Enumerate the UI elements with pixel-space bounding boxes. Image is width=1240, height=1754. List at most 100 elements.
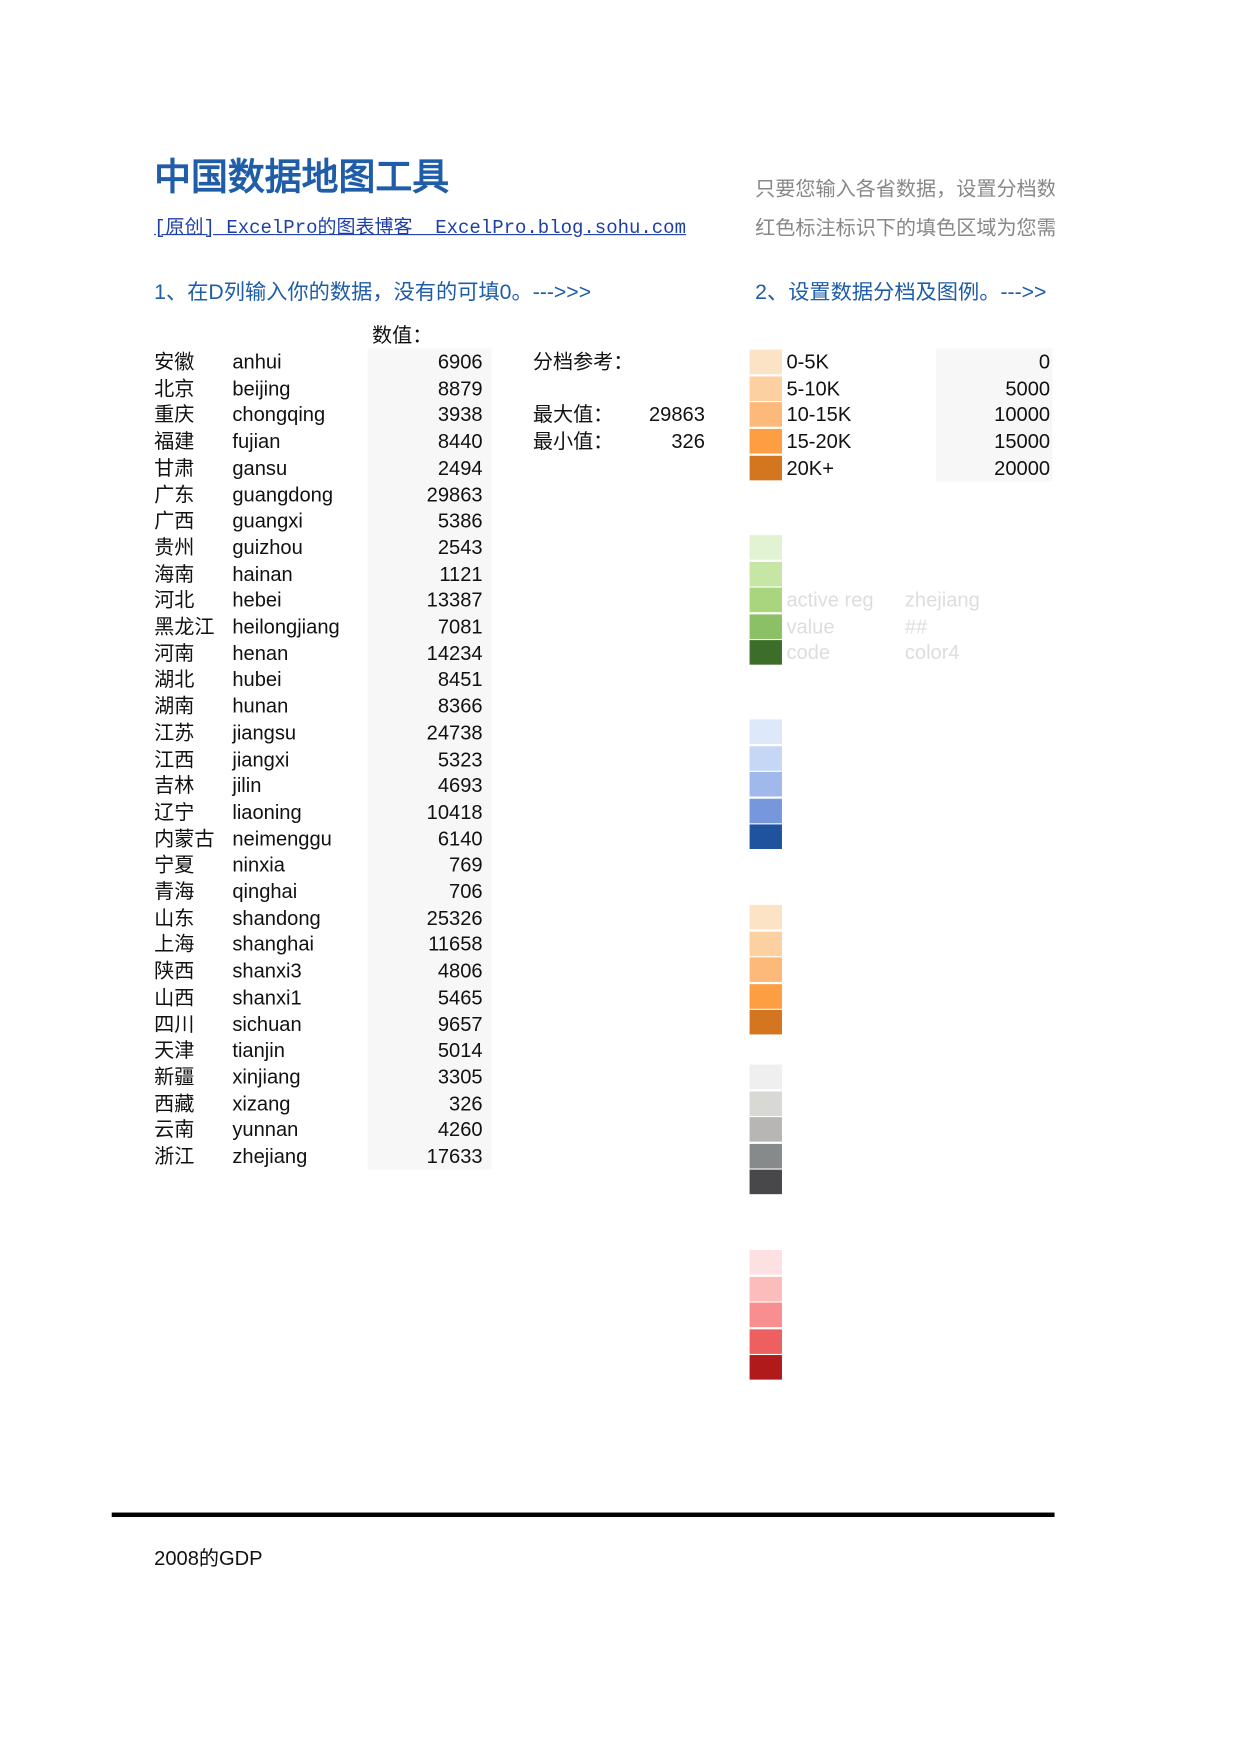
province-cn: 山东 xyxy=(154,906,195,930)
max-label: 最大值： xyxy=(532,403,614,426)
province-cn: 黑龙江 xyxy=(154,615,215,638)
province-cn: 北京 xyxy=(154,377,195,400)
province-en: shanxi3 xyxy=(232,959,302,983)
province-cn: 海南 xyxy=(154,562,195,585)
legend-threshold: 0 xyxy=(1038,350,1051,374)
hidden-cell: zhejiang xyxy=(904,588,980,612)
province-cn: 陕西 xyxy=(154,959,195,983)
province-value: 8879 xyxy=(437,377,483,400)
palette-swatch xyxy=(749,1090,782,1116)
province-value: 4693 xyxy=(437,774,483,797)
legend-label: 0-5K xyxy=(786,350,829,374)
province-value: 8440 xyxy=(437,430,483,453)
province-cn: 河南 xyxy=(154,641,195,665)
province-cn: 山西 xyxy=(154,986,195,1009)
hidden-cell: ## xyxy=(904,615,928,638)
blog-link[interactable]: [原创] ExcelPro的图表博客 ExcelPro.blog.sohu.co… xyxy=(154,218,686,240)
note: 只要您输入各省数据，设置分档数 xyxy=(755,178,1055,199)
province-en: sichuan xyxy=(232,1012,302,1035)
legend-label: 15-20K xyxy=(786,430,852,453)
province-value: 25326 xyxy=(426,906,483,930)
province-cn: 内蒙古 xyxy=(154,827,215,850)
column-header: 数值： xyxy=(371,323,433,347)
province-en: tianjin xyxy=(232,1039,285,1062)
palette-swatch xyxy=(749,1143,782,1169)
palette-swatch xyxy=(749,587,782,613)
step: 2、设置数据分档及图例。--->> xyxy=(755,282,1047,304)
palette-swatch xyxy=(749,1064,782,1090)
title: 中国数据地图工具 xyxy=(154,155,450,198)
province-value: 13387 xyxy=(426,589,483,612)
province-en: liaoning xyxy=(232,800,302,824)
province-value: 6140 xyxy=(437,827,483,850)
min-value: 326 xyxy=(671,430,705,453)
palette-swatch xyxy=(749,904,782,930)
province-cn: 云南 xyxy=(154,1118,195,1141)
legend-threshold: 20000 xyxy=(994,456,1051,480)
legend-threshold: 10000 xyxy=(994,403,1051,427)
palette-swatch xyxy=(749,745,782,771)
province-value: 7081 xyxy=(437,615,483,638)
province-cn: 四川 xyxy=(154,1012,195,1035)
province-cn: 吉林 xyxy=(154,774,195,797)
province-value: 14234 xyxy=(426,641,483,665)
province-cn: 天津 xyxy=(154,1039,195,1062)
province-en: fujian xyxy=(232,430,281,453)
province-cn: 湖南 xyxy=(154,694,195,718)
province-cn: 上海 xyxy=(154,933,195,956)
province-cn: 江苏 xyxy=(154,721,195,744)
palette-swatch xyxy=(749,772,782,797)
palette-swatch xyxy=(749,824,782,850)
hidden-cell: code xyxy=(786,641,831,664)
province-en: hebei xyxy=(232,589,282,612)
province-en: xizang xyxy=(232,1092,291,1115)
legend-swatch xyxy=(749,455,782,481)
max-value: 29863 xyxy=(648,403,705,426)
province-en: guangxi xyxy=(232,509,303,532)
province-en: shanxi1 xyxy=(232,986,302,1009)
province-cn: 甘肃 xyxy=(154,456,195,480)
province-en: jiangxi xyxy=(232,747,290,771)
legend-swatch xyxy=(749,402,782,428)
palette-swatch xyxy=(749,957,782,983)
palette-swatch xyxy=(749,931,782,956)
province-value: 1121 xyxy=(439,562,483,585)
legend-label: 10-15K xyxy=(786,403,852,427)
province-en: shanghai xyxy=(232,933,314,956)
palette-swatch xyxy=(749,1170,782,1195)
province-value: 8451 xyxy=(437,668,483,691)
province-en: gansu xyxy=(232,456,288,480)
province-en: chongqing xyxy=(232,403,326,427)
min-label: 最小值： xyxy=(532,430,614,453)
province-cn: 湖北 xyxy=(154,668,195,691)
province-cn: 浙江 xyxy=(154,1145,195,1168)
palette-swatch xyxy=(749,1329,782,1354)
palette-swatch xyxy=(749,719,782,744)
province-cn: 西藏 xyxy=(154,1092,195,1115)
province-value: 24738 xyxy=(426,721,483,744)
province-value: 29863 xyxy=(426,483,483,506)
province-value: 5323 xyxy=(437,747,483,771)
palette-swatch xyxy=(749,640,782,666)
palette-swatch xyxy=(749,1276,782,1301)
legend-swatch xyxy=(749,376,782,401)
hidden-cell: active reg xyxy=(786,588,874,612)
province-cn: 广西 xyxy=(154,509,195,532)
palette-swatch xyxy=(749,798,782,824)
province-value: 8366 xyxy=(437,694,483,718)
province-cn: 宁夏 xyxy=(154,853,195,877)
province-value: 11658 xyxy=(428,933,483,956)
palette-swatch xyxy=(749,1117,782,1142)
province-cn: 青海 xyxy=(154,880,195,903)
province-en: guizhou xyxy=(232,536,303,559)
legend-threshold: 5000 xyxy=(1005,377,1051,400)
reference-label: 分档参考： xyxy=(532,350,634,374)
legend-swatch xyxy=(749,429,782,454)
province-cn: 重庆 xyxy=(154,403,195,427)
province-en: shandong xyxy=(232,906,321,930)
province-value: 706 xyxy=(449,880,483,903)
province-cn: 安徽 xyxy=(154,350,195,374)
palette-swatch xyxy=(749,614,782,639)
province-value: 3305 xyxy=(437,1065,483,1088)
